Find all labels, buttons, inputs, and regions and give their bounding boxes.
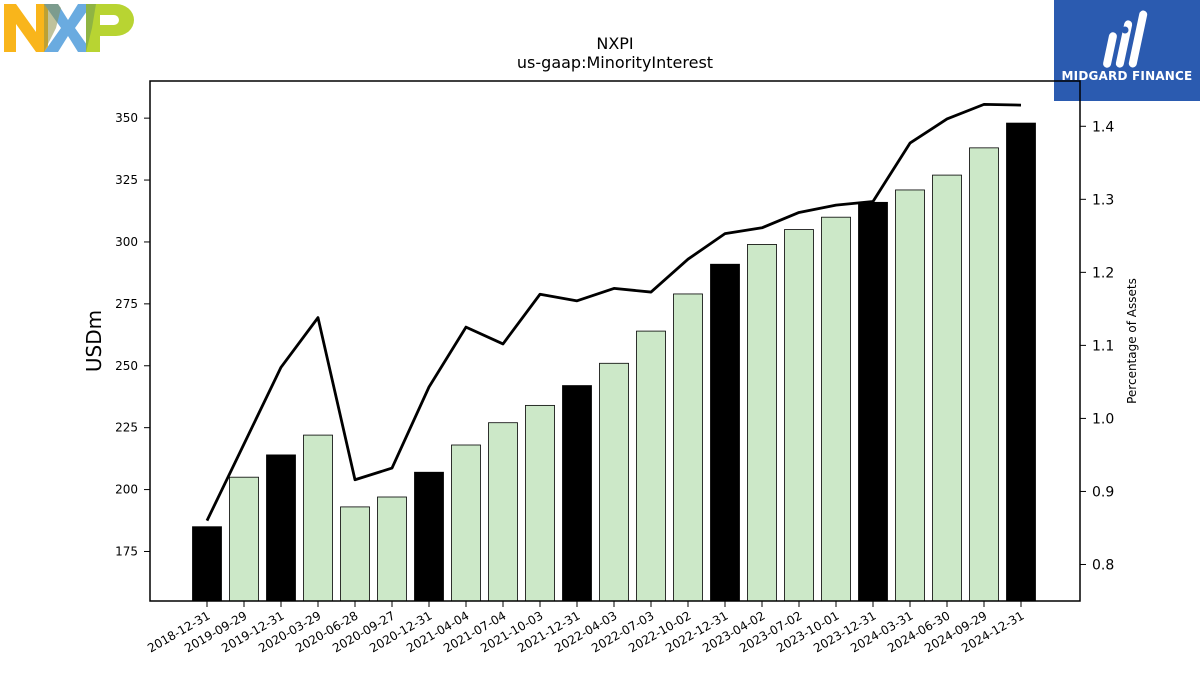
y-tick-label-225: 225 (115, 421, 138, 435)
midgard-emblem-icon (1103, 10, 1148, 68)
y-tick-label-275: 275 (115, 297, 138, 311)
y-tick-label-300: 300 (115, 235, 138, 249)
bar-2023-04-02 (747, 244, 777, 602)
bar-2019-09-29 (229, 476, 259, 602)
y-tick-label-200: 200 (115, 483, 138, 497)
y-tick-label-175: 175 (115, 544, 138, 558)
y-right-tick-label-0.9: 0.9 (1092, 484, 1114, 500)
y-axis-right-label: Percentage of Assets (1125, 278, 1139, 404)
bar-2020-12-31 (414, 471, 444, 602)
bar-2021-12-31 (562, 385, 592, 602)
bar-2022-04-03 (599, 362, 629, 602)
chart-title: NXPI (596, 34, 633, 53)
plot-frame (149, 80, 1081, 602)
y-tick-label-325: 325 (115, 173, 138, 187)
x-axis: 2018-12-312019-09-292019-12-312020-03-29… (145, 601, 1027, 655)
y-tick-label-250: 250 (115, 359, 138, 373)
line-layer (205, 102, 1022, 522)
y-axis-right: 0.8 0.9 1.0 1.1 1.2 1.3 1.4 (1080, 119, 1114, 573)
bar-2024-03-31 (895, 189, 925, 602)
bar-2020-09-27 (377, 496, 407, 602)
y-right-tick-label-1.1: 1.1 (1092, 338, 1114, 354)
bar-2021-04-04 (451, 444, 481, 602)
bar-2019-12-31 (266, 454, 296, 602)
y-tick-label-350: 350 (115, 111, 138, 125)
y-right-tick-label-1: 1.0 (1092, 411, 1114, 427)
bar-2021-10-03 (525, 404, 555, 602)
bars (192, 122, 1036, 602)
series-line-percentage-of-assets (205, 102, 1022, 522)
chart-subtitle: us-gaap:MinorityInterest (517, 53, 713, 72)
y-right-tick-label-1.2: 1.2 (1092, 265, 1114, 281)
y-axis-left: 175 200 225 250 275 300 325 350 (115, 111, 150, 558)
bar-2024-09-29 (969, 147, 999, 602)
y-right-tick-label-0.8: 0.8 (1092, 557, 1114, 573)
bar-2023-10-01 (821, 216, 851, 602)
bar-2024-06-30 (932, 174, 962, 602)
bar-2020-03-29 (303, 434, 333, 602)
bar-2024-12-31 (1006, 122, 1036, 602)
midgard-finance-logo: MIDGARD FINANCE (1054, 0, 1200, 101)
bar-2023-12-31 (858, 201, 888, 602)
bar-2022-07-03 (636, 330, 666, 602)
bar-2020-06-28 (340, 506, 370, 602)
y-right-tick-label-1.4: 1.4 (1092, 119, 1114, 135)
nxp-logo (4, 4, 140, 58)
bar-2021-07-04 (488, 422, 518, 602)
bar-2022-10-02 (673, 293, 703, 602)
y-axis-label: USDm (82, 310, 106, 372)
midgard-finance-wordmark: MIDGARD FINANCE (1061, 69, 1193, 83)
bar-2022-12-31 (710, 263, 740, 602)
bar-2023-07-02 (784, 229, 814, 602)
y-right-tick-label-1.3: 1.3 (1092, 192, 1114, 208)
bar-2018-12-31 (192, 526, 222, 602)
